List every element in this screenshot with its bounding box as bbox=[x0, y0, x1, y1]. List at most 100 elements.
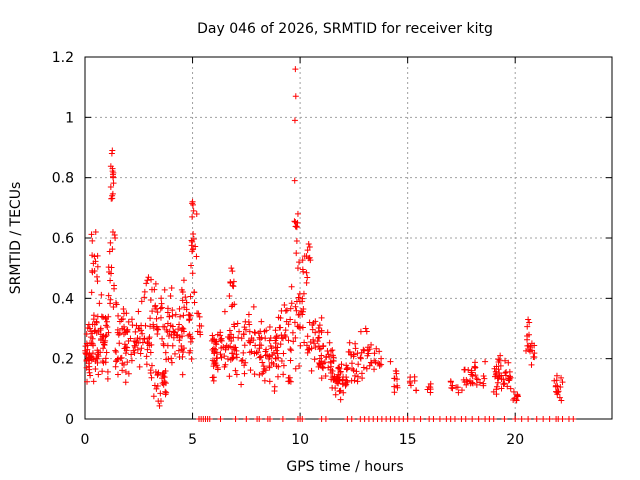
data-point bbox=[378, 361, 385, 368]
data-point bbox=[143, 361, 150, 368]
data-point bbox=[349, 365, 356, 372]
data-point bbox=[348, 377, 355, 384]
data-point bbox=[293, 298, 300, 305]
data-point bbox=[152, 280, 159, 287]
data-point bbox=[107, 239, 114, 246]
data-point bbox=[134, 346, 141, 353]
data-point bbox=[354, 373, 361, 380]
data-point bbox=[308, 367, 315, 374]
data-point bbox=[137, 350, 144, 357]
data-point bbox=[506, 368, 513, 375]
data-point bbox=[92, 228, 99, 235]
data-point bbox=[120, 306, 127, 313]
data-point bbox=[392, 367, 399, 374]
data-point bbox=[225, 333, 232, 340]
data-point bbox=[524, 332, 531, 339]
data-point bbox=[238, 381, 245, 388]
data-point bbox=[110, 180, 117, 187]
data-point bbox=[234, 320, 241, 327]
data-point bbox=[275, 354, 282, 361]
data-point bbox=[303, 253, 310, 260]
data-point bbox=[528, 361, 535, 368]
data-point bbox=[144, 340, 151, 347]
data-point bbox=[122, 368, 129, 375]
data-point bbox=[376, 348, 383, 355]
data-point bbox=[168, 331, 175, 338]
data-point bbox=[187, 293, 194, 300]
data-point bbox=[228, 338, 235, 345]
data-point bbox=[417, 416, 424, 422]
data-point bbox=[89, 237, 96, 244]
data-point bbox=[411, 373, 418, 380]
data-point bbox=[312, 329, 319, 336]
data-point bbox=[176, 321, 183, 328]
data-point bbox=[293, 223, 300, 230]
data-point bbox=[267, 335, 274, 342]
data-point bbox=[551, 377, 558, 384]
data-point bbox=[311, 356, 318, 363]
data-point bbox=[252, 342, 259, 349]
data-point bbox=[462, 416, 469, 422]
data-point bbox=[105, 292, 112, 299]
data-point bbox=[301, 339, 308, 346]
data-point bbox=[327, 348, 334, 355]
data-point bbox=[91, 267, 98, 274]
data-point bbox=[293, 224, 300, 231]
data-point bbox=[353, 368, 360, 375]
y-tick-label: 1 bbox=[65, 110, 74, 126]
data-point bbox=[94, 252, 101, 259]
data-point bbox=[427, 380, 434, 387]
data-point bbox=[241, 342, 248, 349]
data-point bbox=[99, 368, 106, 375]
data-point bbox=[247, 339, 254, 346]
data-point bbox=[316, 334, 323, 341]
data-point bbox=[461, 366, 468, 373]
data-point bbox=[179, 353, 186, 360]
data-point bbox=[294, 210, 301, 217]
data-point bbox=[251, 371, 258, 378]
data-point bbox=[570, 416, 577, 422]
data-point bbox=[147, 367, 154, 374]
data-point bbox=[502, 369, 509, 376]
data-point bbox=[230, 321, 237, 328]
data-point bbox=[86, 363, 93, 370]
data-point bbox=[189, 270, 196, 277]
data-point bbox=[242, 359, 249, 366]
data-point bbox=[119, 360, 126, 367]
data-point bbox=[498, 376, 505, 383]
data-point bbox=[247, 367, 254, 374]
data-point bbox=[209, 374, 216, 381]
data-point bbox=[143, 353, 150, 360]
data-point bbox=[253, 349, 260, 356]
data-point bbox=[90, 316, 97, 323]
data-point bbox=[155, 398, 162, 405]
data-point bbox=[102, 316, 109, 323]
data-point bbox=[128, 351, 135, 358]
data-point bbox=[104, 324, 111, 331]
data-point bbox=[322, 372, 329, 379]
data-point bbox=[455, 389, 462, 396]
data-point bbox=[287, 305, 294, 312]
data-point bbox=[507, 374, 514, 381]
data-point bbox=[109, 246, 116, 253]
data-point bbox=[92, 365, 99, 372]
data-point bbox=[110, 304, 117, 311]
data-point bbox=[180, 277, 187, 284]
data-point bbox=[162, 349, 169, 356]
data-point bbox=[360, 364, 367, 371]
data-point bbox=[306, 254, 313, 261]
data-point bbox=[292, 93, 299, 100]
data-point bbox=[146, 335, 153, 342]
data-point bbox=[148, 374, 155, 381]
data-point bbox=[240, 331, 247, 338]
data-point bbox=[231, 301, 238, 308]
data-point bbox=[449, 385, 456, 392]
data-point bbox=[232, 344, 239, 351]
data-point bbox=[124, 344, 131, 351]
data-point bbox=[293, 250, 300, 257]
data-point bbox=[453, 384, 460, 391]
data-point bbox=[139, 339, 146, 346]
data-point bbox=[307, 339, 314, 346]
data-point bbox=[288, 300, 295, 307]
data-point bbox=[303, 279, 310, 286]
